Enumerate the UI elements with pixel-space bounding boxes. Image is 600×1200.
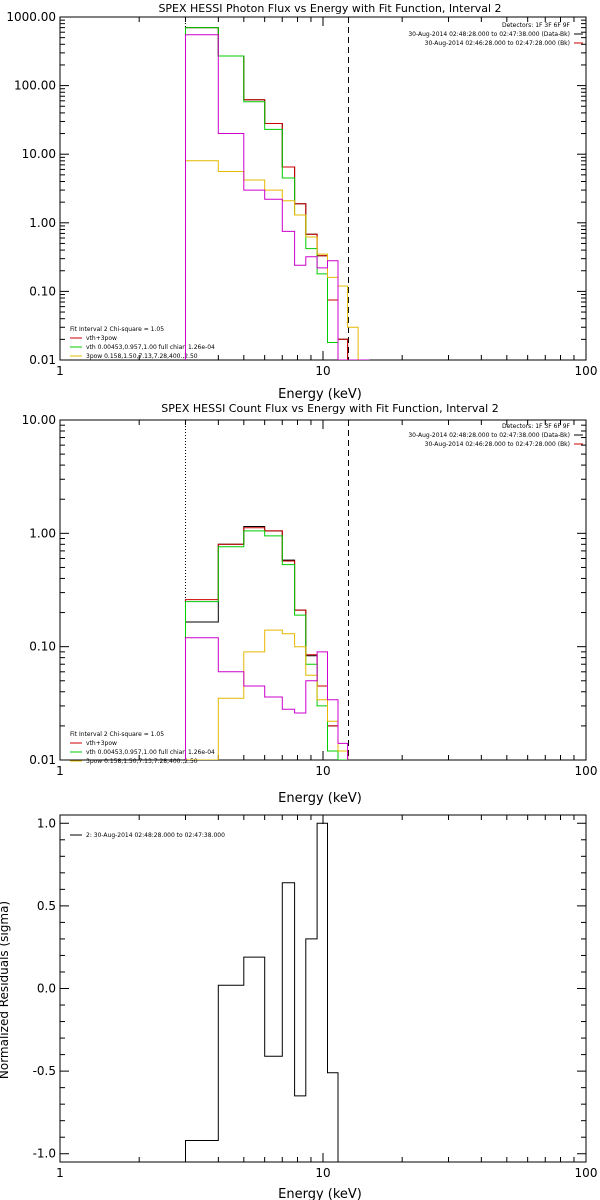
count-flux-series-4-line [185,637,349,760]
count-flux-legend-label-3: 3pow 0.158,1.50,7.13,7.28,400.,2.50 [86,758,198,765]
residuals-panel: Energy (keV) Normalized Residuals (sigma… [0,814,598,1200]
count-flux-legend-label-1: vth+3pow [86,740,117,747]
count-flux-panel: SPEX HESSI Count Flux vs Energy with Fit… [22,402,598,806]
count-flux-legend-title: Fit Interval 2 Chi-square = 1.05 [70,731,164,738]
residuals-y-tick-label: 0.5 [37,899,56,913]
photon-flux-y-tick-label: 1.00 [29,216,56,230]
count-flux-y-tick-label: 1.00 [29,526,56,540]
photon-flux-info-line-2: 30-Aug-2014 02:48:28.000 to 02:47:38.000… [408,31,570,38]
residuals-series-0-line [185,822,348,1162]
photon-flux-panel: SPEX HESSI Photon Flux vs Energy with Fi… [6,2,597,402]
residuals-xlabel: Energy (keV) [278,1187,362,1200]
photon-flux-info-line-3: 30-Aug-2014 02:46:28.000 to 02:47:28.000… [425,40,570,47]
photon-flux-title: SPEX HESSI Photon Flux vs Energy with Fi… [158,2,501,15]
photon-flux-x-tick-label: 10 [315,364,330,378]
count-flux-info-line-1: Detectors: 1F 3F 6F 9F [502,423,571,430]
residuals-ylabel: Normalized Residuals (sigma) [0,901,11,1079]
photon-flux-y-tick-label: 10.00 [22,147,56,161]
count-flux-x-tick-label: 100 [575,764,598,778]
count-flux-x-tick-label: 10 [315,764,330,778]
photon-flux-y-tick-label: 0.01 [29,353,56,367]
residuals-y-tick-label: -1.0 [33,1147,56,1161]
residuals-y-tick-label: 1.0 [37,816,56,830]
count-flux-info-line-3: 30-Aug-2014 02:46:28.000 to 02:47:28.000… [425,441,570,448]
photon-flux-y-tick-label: 1000.00 [6,10,56,24]
photon-flux-info-line-1: Detectors: 1F 3F 6F 9F [502,22,571,29]
count-flux-legend-label-2: vth 0.00453,0.957,1.00 full chian 1.26e-… [86,749,215,756]
count-flux-y-tick-label: 0.10 [29,640,56,654]
count-flux-info-line-2: 30-Aug-2014 02:48:28.000 to 02:47:38.000… [408,432,570,439]
residuals-y-tick-label: -0.5 [33,1064,56,1078]
photon-flux-series-4-line [185,34,370,360]
count-flux-y-tick-label: 10.00 [22,413,56,427]
photon-flux-x-tick-label: 100 [575,364,598,378]
photon-flux-x-tick-label: 1 [56,364,64,378]
count-flux-x-tick-label: 1 [56,764,64,778]
photon-flux-y-tick-label: 100.00 [14,79,56,93]
residuals-x-tick-label: 1 [56,1166,64,1180]
photon-flux-legend-label-3: 3pow 0.158,1.50,7.13,7.28,400.,2.50 [86,353,198,360]
photon-flux-legend-title: Fit Interval 2 Chi-square = 1.05 [70,326,164,333]
photon-flux-legend-label-2: vth 0.00453,0.957,1.00 full chian 1.26e-… [86,344,215,351]
count-flux-series-2-line [185,530,348,760]
residuals-legend-label: 2: 30-Aug-2014 02:48:28.000 to 02:47:38.… [86,832,225,839]
count-flux-title: SPEX HESSI Count Flux vs Energy with Fit… [161,402,498,415]
photon-flux-legend-label-1: vth+3pow [86,335,117,342]
count-flux-y-tick-label: 0.01 [29,753,56,767]
photon-flux-xlabel: Energy (keV) [278,387,362,402]
count-flux-xlabel: Energy (keV) [278,791,362,806]
residuals-x-tick-label: 100 [575,1166,598,1180]
residuals-y-tick-label: 0.0 [37,982,56,996]
residuals-x-tick-label: 10 [315,1166,330,1180]
photon-flux-y-tick-label: 0.10 [29,284,56,298]
